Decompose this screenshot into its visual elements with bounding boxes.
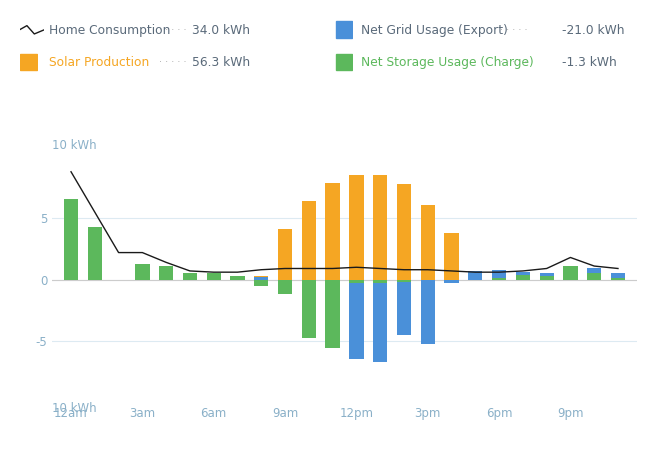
Bar <box>611 278 625 280</box>
Bar <box>445 233 459 280</box>
Text: 10 kWh: 10 kWh <box>52 140 97 152</box>
Bar <box>515 272 530 280</box>
Bar <box>278 280 292 294</box>
Text: Net Grid Usage (Export): Net Grid Usage (Export) <box>361 24 508 36</box>
Bar <box>373 280 387 362</box>
Bar <box>349 280 363 283</box>
Bar <box>302 280 316 283</box>
Bar <box>302 201 316 280</box>
Text: 56.3 kWh: 56.3 kWh <box>192 56 250 69</box>
Text: -1.3 kWh: -1.3 kWh <box>562 56 617 69</box>
Bar <box>421 205 435 280</box>
Text: 34.0 kWh: 34.0 kWh <box>192 24 250 36</box>
Bar <box>278 229 292 280</box>
Bar <box>335 54 352 70</box>
Text: Solar Production: Solar Production <box>49 56 149 69</box>
Bar <box>254 280 268 286</box>
Bar <box>515 274 530 280</box>
Bar <box>254 277 268 280</box>
Bar <box>564 268 578 280</box>
Bar <box>587 268 601 280</box>
Bar <box>396 280 411 282</box>
Text: · · · · ·: · · · · · <box>500 57 528 67</box>
Bar <box>326 280 340 334</box>
Bar <box>135 268 150 280</box>
Bar <box>207 274 221 280</box>
Text: 10 kWh: 10 kWh <box>52 402 97 415</box>
Text: Home Consumption: Home Consumption <box>49 24 170 36</box>
Bar <box>564 266 578 280</box>
Bar <box>468 276 482 280</box>
Bar <box>88 261 102 280</box>
Bar <box>373 280 387 283</box>
Bar <box>230 276 244 280</box>
Bar <box>349 176 363 280</box>
Bar <box>88 227 102 280</box>
Bar <box>492 278 506 280</box>
Bar <box>326 183 340 280</box>
Bar <box>611 274 625 280</box>
Text: · · · · ·: · · · · · <box>159 25 187 35</box>
Bar <box>587 274 601 280</box>
Bar <box>396 280 411 334</box>
Bar <box>183 274 197 280</box>
Bar <box>135 264 150 280</box>
Text: Net Storage Usage (Charge): Net Storage Usage (Charge) <box>361 56 534 69</box>
Bar <box>159 266 174 280</box>
Bar <box>335 21 352 38</box>
Bar <box>159 268 174 280</box>
Bar <box>421 280 435 344</box>
Bar <box>230 276 244 280</box>
Bar <box>20 54 37 70</box>
Bar <box>326 280 340 348</box>
Bar <box>349 280 363 359</box>
Bar <box>445 280 459 283</box>
Bar <box>207 274 221 280</box>
Bar <box>183 274 197 280</box>
Bar <box>302 280 316 338</box>
Text: -21.0 kWh: -21.0 kWh <box>562 24 625 36</box>
Bar <box>396 184 411 280</box>
Text: · · · · ·: · · · · · <box>500 25 528 35</box>
Bar <box>540 276 554 280</box>
Bar <box>492 270 506 280</box>
Bar <box>64 199 78 280</box>
Bar <box>64 257 78 280</box>
Bar <box>254 276 268 280</box>
Bar <box>540 274 554 280</box>
Text: · · · · ·: · · · · · <box>159 57 187 67</box>
Bar <box>373 176 387 280</box>
Bar <box>468 271 482 280</box>
